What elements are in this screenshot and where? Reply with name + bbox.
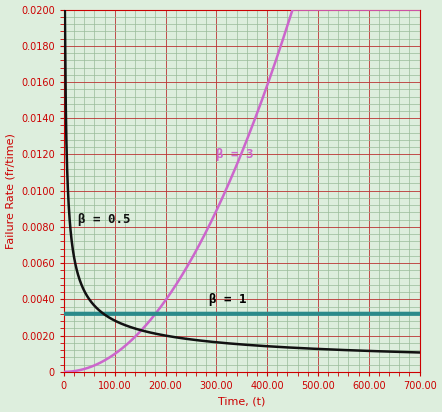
X-axis label: Time, (t): Time, (t) bbox=[218, 396, 265, 407]
Text: β = 1: β = 1 bbox=[209, 293, 246, 306]
Y-axis label: Failure Rate (fr/time): Failure Rate (fr/time) bbox=[6, 133, 15, 249]
Text: β = 0.5: β = 0.5 bbox=[78, 213, 131, 226]
Text: β = 3: β = 3 bbox=[216, 148, 254, 161]
